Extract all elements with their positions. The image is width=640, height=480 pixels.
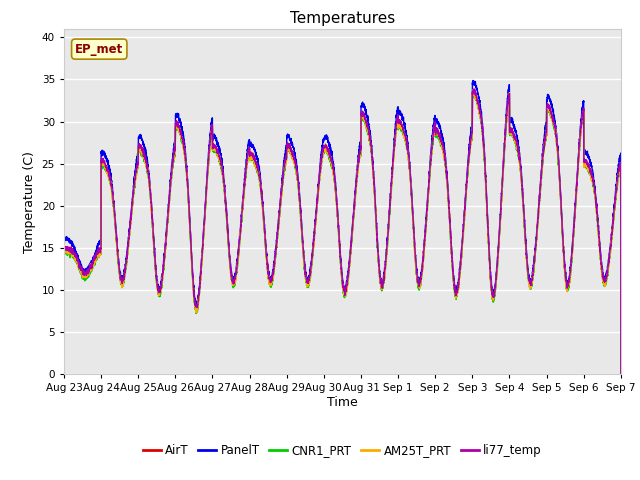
PanelT (616, 156, 624, 162)
CNR1_PRT (616, 168, 624, 173)
PanelT (160, 254, 168, 260)
PanelT (322, 132, 330, 138)
AM25T_PRT (467, 137, 475, 143)
AirT (322, 144, 330, 150)
Line: AirT: AirT (64, 91, 621, 376)
AM25T_PRT (617, 372, 625, 378)
Text: EP_met: EP_met (75, 43, 124, 56)
AirT (160, 258, 168, 264)
AM25T_PRT (160, 259, 168, 265)
AirT (436, 135, 444, 141)
CNR1_PRT (322, 145, 330, 151)
CNR1_PRT (436, 139, 444, 144)
li77_temp (160, 259, 168, 264)
Line: li77_temp: li77_temp (64, 89, 621, 373)
AirT (617, 373, 625, 379)
AirT (60, 245, 68, 251)
AM25T_PRT (499, 171, 507, 177)
AM25T_PRT (616, 163, 624, 168)
li77_temp (616, 161, 624, 167)
Line: AM25T_PRT: AM25T_PRT (64, 90, 621, 375)
CNR1_PRT (467, 138, 475, 144)
CNR1_PRT (499, 176, 507, 181)
CNR1_PRT (617, 373, 625, 379)
li77_temp (436, 132, 444, 138)
PanelT (499, 169, 507, 175)
AirT (499, 174, 507, 180)
PanelT (467, 124, 475, 130)
PanelT (617, 363, 625, 369)
li77_temp (60, 243, 68, 249)
li77_temp (322, 143, 330, 148)
li77_temp (467, 134, 475, 140)
PanelT (436, 125, 444, 131)
AirT (616, 162, 624, 168)
AirT (470, 88, 478, 94)
PanelT (60, 235, 68, 240)
Y-axis label: Temperature (C): Temperature (C) (23, 151, 36, 252)
CNR1_PRT (469, 90, 477, 96)
CNR1_PRT (60, 249, 68, 255)
PanelT (469, 78, 477, 84)
Legend: AirT, PanelT, CNR1_PRT, AM25T_PRT, li77_temp: AirT, PanelT, CNR1_PRT, AM25T_PRT, li77_… (138, 439, 547, 461)
li77_temp (499, 171, 507, 177)
Title: Temperatures: Temperatures (290, 11, 395, 26)
Line: PanelT: PanelT (64, 81, 621, 366)
AM25T_PRT (60, 249, 68, 255)
Line: CNR1_PRT: CNR1_PRT (64, 93, 621, 376)
AM25T_PRT (436, 138, 444, 144)
X-axis label: Time: Time (327, 396, 358, 409)
AM25T_PRT (322, 144, 330, 150)
AM25T_PRT (469, 87, 477, 93)
li77_temp (470, 86, 478, 92)
CNR1_PRT (160, 260, 168, 265)
li77_temp (617, 371, 625, 376)
AirT (467, 138, 475, 144)
